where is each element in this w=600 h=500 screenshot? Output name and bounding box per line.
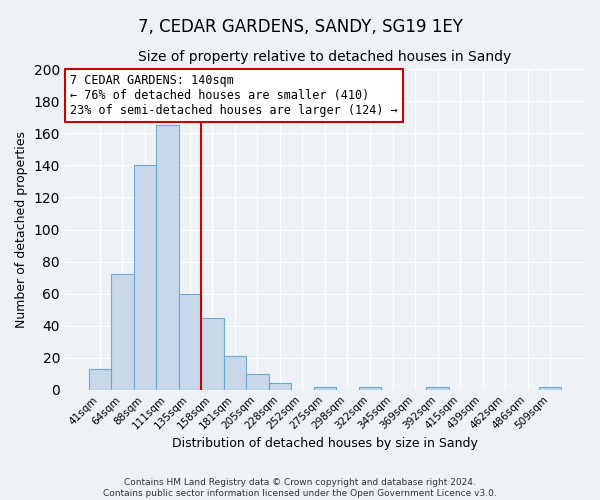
Text: 7 CEDAR GARDENS: 140sqm
← 76% of detached houses are smaller (410)
23% of semi-d: 7 CEDAR GARDENS: 140sqm ← 76% of detache… (70, 74, 398, 117)
Bar (156, 126, 179, 390)
X-axis label: Distribution of detached houses by size in Sandy: Distribution of detached houses by size … (172, 437, 478, 450)
Text: Contains HM Land Registry data © Crown copyright and database right 2024.
Contai: Contains HM Land Registry data © Crown c… (103, 478, 497, 498)
Bar (246, 374, 269, 390)
Bar (426, 386, 449, 390)
Bar (134, 166, 156, 390)
Y-axis label: Number of detached properties: Number of detached properties (15, 131, 28, 328)
Bar (201, 318, 224, 390)
Bar (89, 369, 111, 390)
Bar (359, 386, 381, 390)
Bar (539, 386, 562, 390)
Bar (314, 386, 336, 390)
Bar (224, 356, 246, 390)
Bar (179, 294, 201, 390)
Text: 7, CEDAR GARDENS, SANDY, SG19 1EY: 7, CEDAR GARDENS, SANDY, SG19 1EY (137, 18, 463, 36)
Bar (111, 274, 134, 390)
Bar (269, 384, 291, 390)
Title: Size of property relative to detached houses in Sandy: Size of property relative to detached ho… (139, 50, 512, 64)
